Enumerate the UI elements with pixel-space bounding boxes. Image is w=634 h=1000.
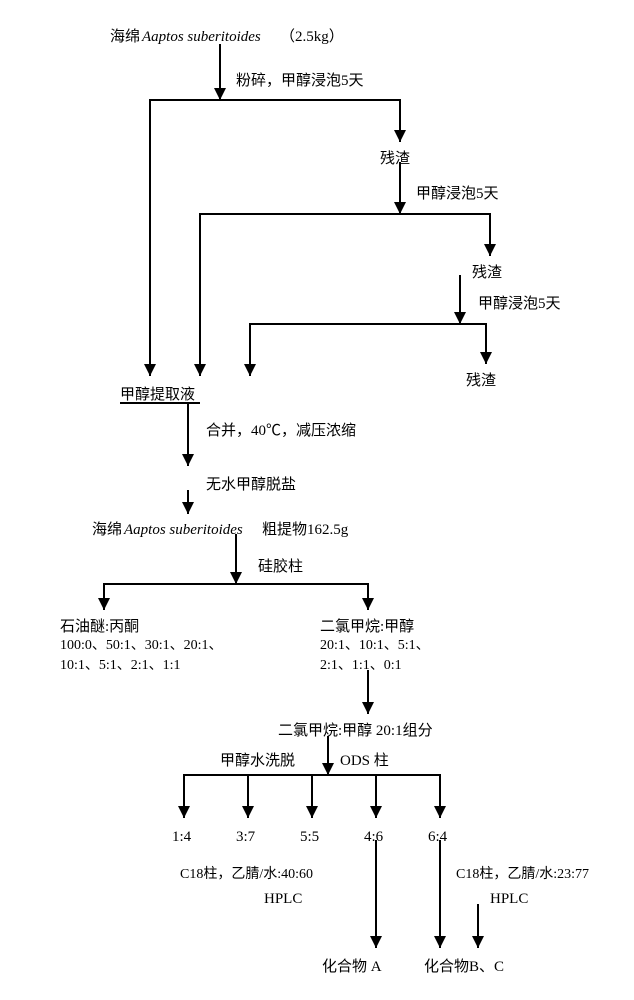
flow-edge — [328, 775, 440, 818]
flow-label: 10:1、5:1、2:1、1:1 — [60, 658, 181, 675]
flow-label: 粗提物162.5g — [262, 521, 348, 539]
flow-label: 粉碎，甲醇浸泡5天 — [236, 72, 364, 90]
flow-label: Aaptos suberitoides — [124, 521, 243, 539]
flow-label: 1:4 — [172, 828, 191, 846]
flow-edge — [200, 214, 400, 376]
flow-label: 石油醚:丙酮 — [60, 618, 139, 636]
flow-label: 二氯甲烷:甲醇 20:1组分 — [278, 722, 433, 740]
flow-label: 6:4 — [428, 828, 447, 846]
underline — [120, 402, 200, 404]
flow-label: 二氯甲烷:甲醇 — [320, 618, 414, 636]
flow-label: （2.5kg） — [280, 28, 344, 46]
flow-edge — [184, 775, 328, 818]
flow-label: 甲醇浸泡5天 — [416, 185, 499, 203]
flow-label: C18柱，乙腈/水:40:60 — [180, 867, 313, 884]
flow-label: C18柱，乙腈/水:23:77 — [456, 867, 589, 884]
flow-label: 5:5 — [300, 828, 319, 846]
flow-label: Aaptos suberitoides — [142, 28, 261, 46]
flow-label: 硅胶柱 — [258, 558, 303, 576]
flow-label: ODS 柱 — [340, 752, 389, 770]
flow-label: 残渣 — [380, 150, 410, 168]
flow-edge — [236, 584, 368, 610]
flow-label: 甲醇水洗脱 — [220, 752, 295, 770]
flow-label: 海绵 — [110, 28, 140, 46]
flow-edge — [150, 100, 220, 376]
flow-label: 无水甲醇脱盐 — [206, 476, 296, 494]
flow-label: 合并，40℃，减压浓缩 — [206, 422, 356, 440]
flow-label: 2:1、1:1、0:1 — [320, 658, 402, 675]
flow-label: 化合物 A — [322, 958, 382, 976]
flow-edge — [104, 584, 236, 610]
flow-label: 20:1、10:1、5:1、 — [320, 638, 430, 655]
flow-label: 甲醇浸泡5天 — [478, 295, 561, 313]
flow-label: HPLC — [264, 890, 302, 908]
flow-edge — [400, 214, 490, 256]
flow-label: 海绵 — [92, 521, 122, 539]
flow-edge — [250, 324, 460, 376]
flow-label: 化合物B、C — [424, 958, 504, 976]
flow-label: 4:6 — [364, 828, 383, 846]
flow-label: HPLC — [490, 890, 528, 908]
flow-label: 残渣 — [466, 372, 496, 390]
flow-label: 残渣 — [472, 264, 502, 282]
flow-label: 3:7 — [236, 828, 255, 846]
flow-edge — [220, 100, 400, 142]
flow-label: 100:0、50:1、30:1、20:1、 — [60, 638, 223, 655]
flow-edge — [460, 324, 486, 364]
